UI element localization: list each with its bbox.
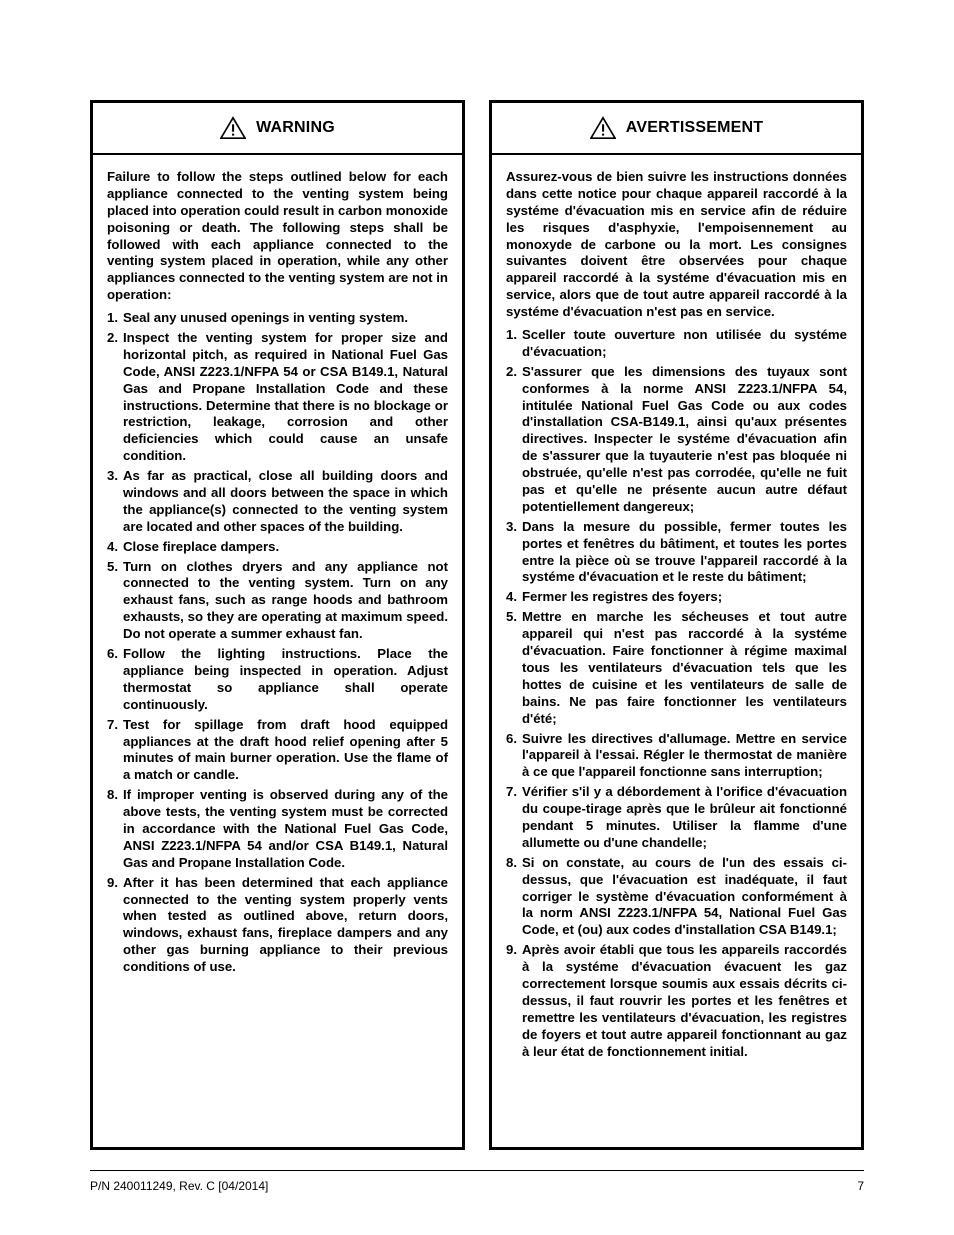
intro-paragraph-fr: Assurez-vous de bien suivre les instruct… xyxy=(506,169,847,321)
warning-header-fr: AVERTISSEMENT xyxy=(492,103,861,155)
list-item: 2.S'assurer que les dimensions des tuyau… xyxy=(506,364,847,516)
item-text: Inspect the venting system for proper si… xyxy=(123,330,448,465)
warning-box-english: WARNING Failure to follow the steps outl… xyxy=(90,100,465,1150)
warning-title-en: WARNING xyxy=(256,119,335,137)
item-number: 7. xyxy=(107,717,123,785)
item-text: As far as practical, close all building … xyxy=(123,468,448,536)
item-number: 2. xyxy=(107,330,123,465)
list-item: 2.Inspect the venting system for proper … xyxy=(107,330,448,465)
warning-triangle-icon xyxy=(220,116,246,140)
warning-box-french: AVERTISSEMENT Assurez-vous de bien suivr… xyxy=(489,100,864,1150)
list-item: 3.As far as practical, close all buildin… xyxy=(107,468,448,536)
item-text: Si on constate, au cours de l'un des ess… xyxy=(522,855,847,939)
list-item: 9.After it has been determined that each… xyxy=(107,875,448,976)
warning-body-en: Failure to follow the steps outlined bel… xyxy=(93,155,462,1147)
item-number: 2. xyxy=(506,364,522,516)
steps-list-fr: 1.Sceller toute ouverture non utilisée d… xyxy=(506,327,847,1060)
item-number: 6. xyxy=(506,731,522,782)
list-item: 5.Turn on clothes dryers and any applian… xyxy=(107,559,448,643)
list-item: 8.Si on constate, au cours de l'un des e… xyxy=(506,855,847,939)
list-item: 6.Suivre les directives d'allumage. Mett… xyxy=(506,731,847,782)
two-column-layout: WARNING Failure to follow the steps outl… xyxy=(90,100,864,1150)
item-text: Vérifier s'il y a débordement à l'orific… xyxy=(522,784,847,852)
steps-list-en: 1.Seal any unused openings in venting sy… xyxy=(107,310,448,976)
footer-part-number: P/N 240011249, Rev. C [04/2014] xyxy=(90,1179,268,1193)
item-text: S'assurer que les dimensions des tuyaux … xyxy=(522,364,847,516)
item-number: 3. xyxy=(107,468,123,536)
item-number: 8. xyxy=(506,855,522,939)
warning-title-fr: AVERTISSEMENT xyxy=(626,119,763,137)
item-text: Test for spillage from draft hood equipp… xyxy=(123,717,448,785)
list-item: 3.Dans la mesure du possible, fermer tou… xyxy=(506,519,847,587)
warning-header-en: WARNING xyxy=(93,103,462,155)
item-number: 4. xyxy=(107,539,123,556)
list-item: 5.Mettre en marche les sécheuses et tout… xyxy=(506,609,847,727)
page-footer: P/N 240011249, Rev. C [04/2014] 7 xyxy=(90,1170,864,1193)
list-item: 7.Vérifier s'il y a débordement à l'orif… xyxy=(506,784,847,852)
item-number: 9. xyxy=(506,942,522,1060)
item-number: 1. xyxy=(506,327,522,361)
item-number: 9. xyxy=(107,875,123,976)
item-number: 3. xyxy=(506,519,522,587)
item-number: 7. xyxy=(506,784,522,852)
item-text: Après avoir établi que tous les appareil… xyxy=(522,942,847,1060)
item-number: 6. xyxy=(107,646,123,714)
item-text: Sceller toute ouverture non utilisée du … xyxy=(522,327,847,361)
item-text: Dans la mesure du possible, fermer toute… xyxy=(522,519,847,587)
item-number: 5. xyxy=(506,609,522,727)
intro-paragraph-en: Failure to follow the steps outlined bel… xyxy=(107,169,448,304)
item-text: If improper venting is observed during a… xyxy=(123,787,448,871)
list-item: 1.Seal any unused openings in venting sy… xyxy=(107,310,448,327)
item-text: Seal any unused openings in venting syst… xyxy=(123,310,448,327)
item-number: 1. xyxy=(107,310,123,327)
list-item: 4.Close fireplace dampers. xyxy=(107,539,448,556)
warning-triangle-icon xyxy=(590,116,616,140)
list-item: 8.If improper venting is observed during… xyxy=(107,787,448,871)
list-item: 9.Après avoir établi que tous les appare… xyxy=(506,942,847,1060)
item-text: Fermer les registres des foyers; xyxy=(522,589,847,606)
item-text: Suivre les directives d'allumage. Mettre… xyxy=(522,731,847,782)
item-text: Follow the lighting instructions. Place … xyxy=(123,646,448,714)
item-text: Turn on clothes dryers and any appliance… xyxy=(123,559,448,643)
item-text: Mettre en marche les sécheuses et tout a… xyxy=(522,609,847,727)
list-item: 7.Test for spillage from draft hood equi… xyxy=(107,717,448,785)
item-text: Close fireplace dampers. xyxy=(123,539,448,556)
item-number: 8. xyxy=(107,787,123,871)
footer-page-number: 7 xyxy=(857,1179,864,1193)
list-item: 6.Follow the lighting instructions. Plac… xyxy=(107,646,448,714)
list-item: 4.Fermer les registres des foyers; xyxy=(506,589,847,606)
item-number: 5. xyxy=(107,559,123,643)
list-item: 1.Sceller toute ouverture non utilisée d… xyxy=(506,327,847,361)
item-text: After it has been determined that each a… xyxy=(123,875,448,976)
item-number: 4. xyxy=(506,589,522,606)
warning-body-fr: Assurez-vous de bien suivre les instruct… xyxy=(492,155,861,1147)
